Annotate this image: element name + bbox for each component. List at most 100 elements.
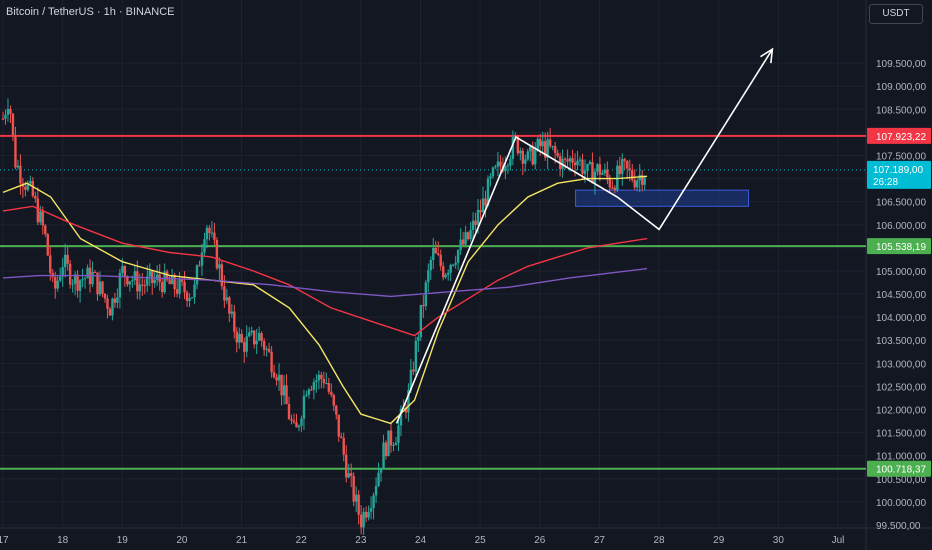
candle-body xyxy=(91,271,94,285)
candle-body xyxy=(280,374,283,396)
candle-body xyxy=(636,180,639,188)
candle-body xyxy=(290,419,293,421)
candle-body xyxy=(188,298,191,301)
candle-body xyxy=(190,297,194,299)
candle-body xyxy=(611,187,614,189)
candle-body xyxy=(113,298,117,303)
candle-body xyxy=(633,179,636,188)
candle-body xyxy=(195,265,199,285)
moving-average-3 xyxy=(2,267,648,298)
candle-body xyxy=(16,165,20,168)
candle-body xyxy=(459,239,462,251)
candle-body xyxy=(315,380,318,383)
candle-body xyxy=(287,404,291,420)
candle-body xyxy=(39,211,42,223)
candle-body xyxy=(454,262,457,265)
candle-body xyxy=(571,158,574,163)
candle-body xyxy=(362,511,365,528)
candle-body xyxy=(397,425,400,443)
candle-body xyxy=(456,250,460,263)
candle-body xyxy=(419,304,423,338)
candle-body xyxy=(265,348,268,350)
candle-body xyxy=(354,494,358,502)
candle-body xyxy=(429,259,432,271)
candle-body xyxy=(389,430,393,446)
candle-body xyxy=(103,293,107,299)
candle-body xyxy=(126,276,129,285)
time-tick-label: 19 xyxy=(117,535,129,546)
price-tick-label: 102.000,00 xyxy=(876,406,926,417)
price-tick-label: 106.000,00 xyxy=(876,221,926,232)
candle-body xyxy=(56,280,59,289)
candle-body xyxy=(486,178,490,206)
candle-body xyxy=(556,152,559,157)
candle-body xyxy=(295,422,298,428)
candle-body xyxy=(524,159,527,164)
candle-body xyxy=(608,177,612,188)
currency-selector[interactable]: USDT xyxy=(869,4,923,24)
candle-body xyxy=(541,141,544,147)
candle-body xyxy=(631,170,634,180)
price-tick-label: 101.500,00 xyxy=(876,429,926,440)
moving-average-2 xyxy=(2,205,648,337)
candle-body xyxy=(534,149,537,165)
candle-body xyxy=(6,108,10,115)
candle-body xyxy=(543,141,547,158)
candle-body xyxy=(123,266,127,277)
candle-body xyxy=(591,162,594,184)
candle-body xyxy=(369,508,373,512)
candle-body xyxy=(626,160,629,169)
candle-body xyxy=(213,232,216,240)
candle-body xyxy=(638,174,641,181)
candle-body xyxy=(223,286,226,301)
candle-body xyxy=(320,374,323,379)
candle-body xyxy=(536,138,539,150)
candle-body xyxy=(255,340,258,345)
candle-body xyxy=(138,284,141,292)
candle-body xyxy=(200,252,204,266)
candle-body xyxy=(606,169,609,178)
candle-body xyxy=(325,382,328,384)
candle-body xyxy=(414,340,418,372)
candle-body xyxy=(581,159,584,174)
candle-body xyxy=(68,263,72,285)
candle-body xyxy=(404,407,408,413)
candle-body xyxy=(377,472,380,486)
demand-zone xyxy=(575,189,750,207)
price-tick-label: 103.000,00 xyxy=(876,359,926,370)
candle-body xyxy=(417,337,420,341)
candle-body xyxy=(347,473,350,478)
level-badge-label: 100.718,37 xyxy=(876,465,926,476)
candle-body xyxy=(379,469,383,473)
candle-body xyxy=(73,274,77,284)
candle-body xyxy=(160,282,164,293)
candle-body xyxy=(86,267,89,279)
candle-body xyxy=(277,374,281,381)
candle-body xyxy=(618,165,622,174)
candle-body xyxy=(78,280,82,291)
candle-body xyxy=(531,146,534,165)
candle-body xyxy=(621,159,624,174)
candle-body xyxy=(461,239,465,245)
candle-body xyxy=(539,138,542,147)
price-tick-label: 99.500,00 xyxy=(876,521,921,532)
price-tick-label: 103.500,00 xyxy=(876,336,926,347)
candle-body xyxy=(613,187,617,191)
candle-body xyxy=(407,390,410,413)
candle-body xyxy=(479,209,482,213)
candle-body xyxy=(168,279,171,285)
candle-body xyxy=(469,229,472,240)
candle-body xyxy=(81,279,84,281)
time-tick-label: 21 xyxy=(236,535,248,546)
candle-body xyxy=(225,297,229,301)
candle-body xyxy=(1,118,5,120)
candle-body xyxy=(215,239,219,269)
candle-body xyxy=(616,165,619,191)
candle-body xyxy=(106,298,109,309)
candle-body xyxy=(96,272,99,295)
candle-body xyxy=(437,253,440,255)
time-tick-label: 29 xyxy=(713,535,725,546)
time-tick-label: 25 xyxy=(475,535,487,546)
candle-body xyxy=(24,186,27,190)
